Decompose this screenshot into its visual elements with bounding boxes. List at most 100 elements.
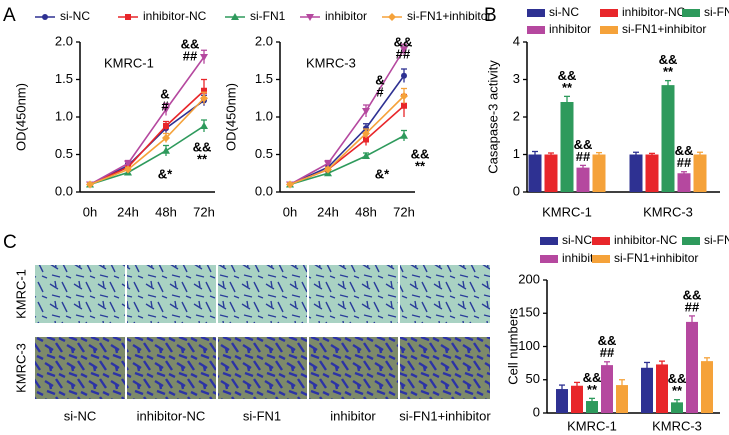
annotation: && (675, 143, 694, 158)
column-label: inhibitor-NC (137, 408, 206, 423)
legend-swatch (600, 26, 618, 34)
bar (671, 402, 683, 413)
y-tick-label: 0.5 (55, 146, 73, 161)
line (89, 97, 205, 186)
marker (324, 160, 332, 168)
y-axis-label: Cell numbers (505, 308, 520, 385)
bar (560, 102, 574, 192)
annotation: && (181, 36, 200, 51)
y-tick-label: 50 (526, 371, 540, 386)
annotation: ** (587, 382, 598, 397)
annotation: # (161, 98, 169, 113)
marker (124, 160, 132, 168)
annotation: ## (600, 345, 615, 360)
legend-marker (42, 14, 48, 20)
marker (86, 180, 94, 189)
legend-swatch (540, 255, 558, 263)
column-label: si-NC (64, 408, 97, 423)
annotation: &* (375, 166, 390, 181)
y-tick-label: 4 (513, 33, 520, 48)
annotation: # (376, 84, 384, 99)
y-tick-label: 150 (518, 305, 540, 320)
y-tick-label: 2 (513, 108, 520, 123)
marker (124, 165, 132, 174)
panel-label: C (3, 232, 17, 253)
bar (641, 367, 653, 413)
legend-marker (306, 14, 314, 21)
annotation: ## (396, 46, 411, 61)
y-tick-label: 3 (513, 71, 520, 86)
legend-swatch (540, 237, 558, 245)
y-tick-label: 1 (513, 146, 520, 161)
annotation: & (160, 86, 169, 101)
annotation: && (683, 287, 702, 302)
panel-label: B (484, 5, 497, 26)
marker (401, 102, 407, 109)
marker (401, 72, 407, 79)
legend-swatch (682, 9, 700, 17)
x-tick-label: 0h (283, 204, 297, 219)
y-tick-label: 1.0 (55, 108, 73, 123)
marker (200, 122, 208, 129)
bar (571, 385, 583, 413)
bar (686, 321, 698, 413)
bar (601, 365, 613, 413)
x-tick-label: KMRC-1 (567, 418, 617, 433)
x-tick-label: KMRC-3 (652, 418, 702, 433)
bar (616, 385, 628, 413)
legend-label: si-FN1+inhibitor (407, 9, 491, 23)
annotation: && (411, 146, 430, 161)
marker (400, 131, 408, 139)
legend-marker (388, 13, 396, 21)
annotation: & (375, 72, 384, 87)
annotation: ## (685, 299, 700, 314)
annotation: && (659, 52, 678, 67)
annotation: && (598, 333, 617, 348)
legend-marker (231, 13, 239, 20)
annotation: ** (663, 64, 674, 79)
annotation: ** (562, 80, 573, 95)
marker (200, 94, 208, 103)
y-tick-label: 1.5 (55, 71, 73, 86)
legend-label: inhibitor-NC (143, 9, 207, 23)
column-label: inhibitor (330, 408, 376, 423)
line (89, 125, 205, 186)
marker (400, 46, 408, 54)
marker (162, 134, 170, 142)
legend-marker (125, 14, 131, 20)
annotation: ## (183, 48, 198, 63)
annotation: && (668, 371, 687, 386)
chart-title: KMRC-3 (306, 55, 356, 70)
marker (362, 152, 370, 159)
x-tick-label: 48h (355, 204, 377, 219)
marker (324, 165, 332, 174)
legend-swatch (600, 9, 618, 17)
legend-swatch (527, 26, 545, 34)
line (289, 135, 405, 186)
line (289, 75, 405, 186)
annotation: ** (415, 158, 426, 173)
row-label: KMRC-3 (13, 343, 28, 393)
annotation: ## (677, 155, 692, 170)
line (289, 95, 405, 186)
legend-label: inhibitor (325, 9, 367, 23)
line (89, 56, 205, 186)
legend-label: si-FN1 (250, 9, 286, 23)
legend-swatch (527, 9, 545, 17)
annotation: && (193, 139, 212, 154)
marker (201, 87, 207, 94)
legend-label: si-FN1+inhibitor (622, 22, 706, 36)
y-tick-label: 1.5 (255, 71, 273, 86)
legend-label: inhibitor-NC (614, 233, 678, 247)
legend-swatch (592, 237, 610, 245)
annotation: && (574, 137, 593, 152)
y-tick-label: 1.0 (255, 108, 273, 123)
legend-label: si-NC (562, 233, 592, 247)
line (89, 90, 205, 186)
legend-label: si-NC (549, 5, 579, 19)
y-tick-label: 0.0 (55, 183, 73, 198)
x-tick-label: 72h (193, 204, 215, 219)
annotation: ** (672, 383, 683, 398)
